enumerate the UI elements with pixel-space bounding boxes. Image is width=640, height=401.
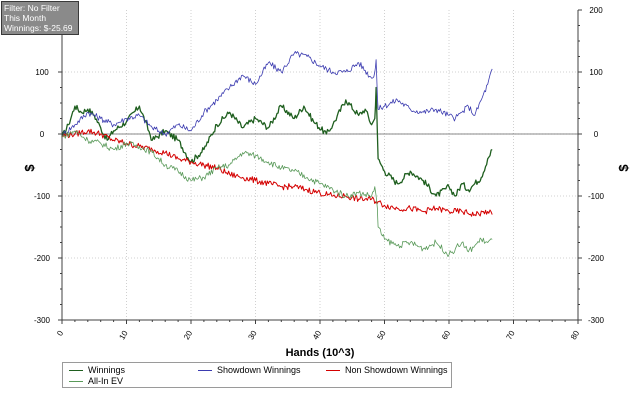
y-tick-label-right: 0: [594, 130, 599, 139]
y-tick-label-left: -300: [34, 316, 51, 325]
y-tick-label-right: -300: [588, 316, 605, 325]
y-tick-label-right: 200: [589, 6, 603, 15]
y-tick-label-right: -200: [588, 254, 605, 263]
y-tick-label-right: 100: [589, 68, 603, 77]
filter-label: Filter: No Filter: [4, 3, 60, 13]
filter-info-box: Filter: No Filter This Month Winnings: $…: [1, 1, 79, 35]
legend-swatch-winnings: [69, 369, 83, 371]
series-line-showdown-winnings: [61, 51, 493, 138]
y-tick-label-right: -100: [588, 192, 605, 201]
series-line-winnings: [61, 86, 493, 197]
legend-label-showdown-winnings: Showdown Winnings: [217, 365, 301, 375]
legend-item-all-in-ev: All-In EV: [69, 375, 123, 387]
x-tick-label: 50: [375, 329, 388, 342]
x-tick-label: 10: [117, 329, 130, 342]
x-tick-label: 0: [55, 329, 65, 338]
legend-item-non-showdown-winnings: Non Showdown Winnings: [326, 364, 448, 376]
legend-item-winnings: Winnings: [69, 364, 125, 376]
winnings-label: Winnings: $-25.69: [4, 23, 73, 33]
legend-item-showdown-winnings: Showdown Winnings: [198, 364, 301, 376]
y-tick-label-left: -100: [34, 192, 51, 201]
x-tick-label: 20: [182, 329, 195, 342]
x-tick-label: 70: [504, 329, 517, 342]
y-tick-label-left: 0: [40, 130, 45, 139]
legend-label-all-in-ev: All-In EV: [88, 376, 124, 386]
y-tick-label-left: 100: [35, 68, 49, 77]
x-tick-label: 80: [569, 329, 582, 342]
chart-legend: Winnings Showdown Winnings Non Showdown …: [62, 362, 452, 388]
y-axis-label-right: $: [616, 164, 631, 172]
legend-swatch-all-in-ev: [69, 380, 83, 382]
x-tick-label: 60: [440, 329, 453, 342]
period-label: This Month: [4, 13, 47, 23]
legend-swatch-showdown-winnings: [198, 369, 212, 371]
y-tick-label-left: -200: [34, 254, 51, 263]
y-axis-label-left: $: [22, 164, 37, 172]
legend-label-winnings: Winnings: [88, 365, 126, 375]
legend-swatch-non-showdown-winnings: [326, 369, 340, 371]
series-line-all-in-ev: [61, 130, 493, 257]
x-axis-label: Hands (10^3): [286, 347, 355, 359]
legend-label-non-showdown-winnings: Non Showdown Winnings: [345, 365, 448, 375]
x-tick-label: 40: [311, 329, 324, 342]
x-tick-label: 30: [246, 329, 259, 342]
series-line-non-showdown-winnings: [61, 128, 493, 217]
plot-area: [62, 10, 578, 320]
